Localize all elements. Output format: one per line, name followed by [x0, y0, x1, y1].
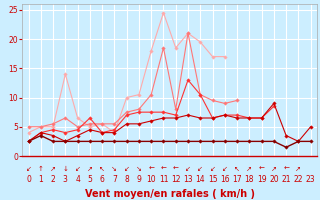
Text: 16: 16 — [220, 175, 230, 184]
Text: ←: ← — [259, 166, 265, 172]
Text: ↗: ↗ — [246, 166, 252, 172]
Text: 14: 14 — [196, 175, 205, 184]
Text: 11: 11 — [159, 175, 168, 184]
Text: ↑: ↑ — [38, 166, 44, 172]
Text: ↘: ↘ — [111, 166, 117, 172]
Text: ↖: ↖ — [234, 166, 240, 172]
Text: ←: ← — [161, 166, 166, 172]
Text: 10: 10 — [146, 175, 156, 184]
Text: ↗: ↗ — [50, 166, 56, 172]
Text: ↙: ↙ — [210, 166, 215, 172]
Text: ↙: ↙ — [185, 166, 191, 172]
Text: 1: 1 — [38, 175, 43, 184]
Text: ←: ← — [148, 166, 154, 172]
Text: 13: 13 — [183, 175, 193, 184]
Text: ↙: ↙ — [124, 166, 130, 172]
Text: ↓: ↓ — [62, 166, 68, 172]
Text: ↗: ↗ — [87, 166, 93, 172]
Text: ←: ← — [173, 166, 179, 172]
Text: ↗: ↗ — [271, 166, 277, 172]
Text: ↙: ↙ — [222, 166, 228, 172]
Text: 5: 5 — [87, 175, 92, 184]
Text: 23: 23 — [306, 175, 316, 184]
Text: 21: 21 — [281, 175, 291, 184]
Text: 0: 0 — [26, 175, 31, 184]
Text: ←: ← — [283, 166, 289, 172]
Text: ↙: ↙ — [26, 166, 31, 172]
Text: 6: 6 — [100, 175, 105, 184]
Text: 19: 19 — [257, 175, 267, 184]
Text: 7: 7 — [112, 175, 117, 184]
Text: 17: 17 — [232, 175, 242, 184]
Text: Vent moyen/en rafales ( km/h ): Vent moyen/en rafales ( km/h ) — [84, 189, 255, 199]
Text: ↘: ↘ — [136, 166, 142, 172]
Text: 9: 9 — [137, 175, 141, 184]
Text: ↙: ↙ — [75, 166, 81, 172]
Text: 4: 4 — [75, 175, 80, 184]
Text: 18: 18 — [244, 175, 254, 184]
Text: ↙: ↙ — [197, 166, 203, 172]
Text: 12: 12 — [171, 175, 180, 184]
Text: 15: 15 — [208, 175, 217, 184]
Text: ↗: ↗ — [295, 166, 301, 172]
Text: ↖: ↖ — [99, 166, 105, 172]
Text: 20: 20 — [269, 175, 279, 184]
Text: 22: 22 — [294, 175, 303, 184]
Text: 2: 2 — [51, 175, 55, 184]
Text: 3: 3 — [63, 175, 68, 184]
Text: 8: 8 — [124, 175, 129, 184]
